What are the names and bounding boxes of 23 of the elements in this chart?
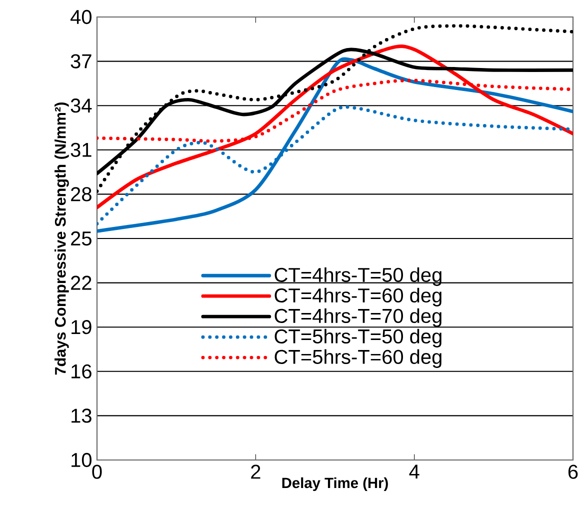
legend-label: CT=4hrs-T=50 deg	[274, 267, 442, 286]
y-tick-label: 19	[72, 320, 92, 334]
y-tick-label: 34	[70, 98, 92, 113]
y-tick-label: 22	[71, 276, 92, 290]
legend-label: CT=5hrs-T=60 deg	[274, 349, 442, 368]
y-tick-label: 13	[72, 408, 92, 423]
x-tick-label: 2	[251, 464, 260, 479]
y-tick-label: 28	[71, 187, 92, 202]
legend-label: CT=4hrs-T=60 deg	[274, 288, 442, 306]
legend-label: CT=4hrs-T=70 deg	[274, 308, 442, 327]
x-tick-label: 6	[568, 464, 578, 479]
y-tick-label: 37	[70, 54, 92, 68]
y-tick-label: 10	[72, 452, 92, 468]
legend-label: CT=5hrs-T=50 deg	[274, 328, 442, 348]
line-series	[97, 57, 573, 233]
y-tick-label: 31	[70, 142, 92, 157]
x-tick-label: 0	[92, 464, 102, 479]
y-tick-label: 16	[72, 364, 92, 378]
y-tick-label: 40	[70, 10, 92, 24]
y-axis-title: 7days Compressive Strength (N/mm²)	[54, 102, 69, 375]
y-tick-label: 25	[71, 231, 92, 246]
x-tick-label: 4	[409, 464, 420, 478]
x-axis-title: Delay Time (Hr)	[282, 477, 388, 492]
